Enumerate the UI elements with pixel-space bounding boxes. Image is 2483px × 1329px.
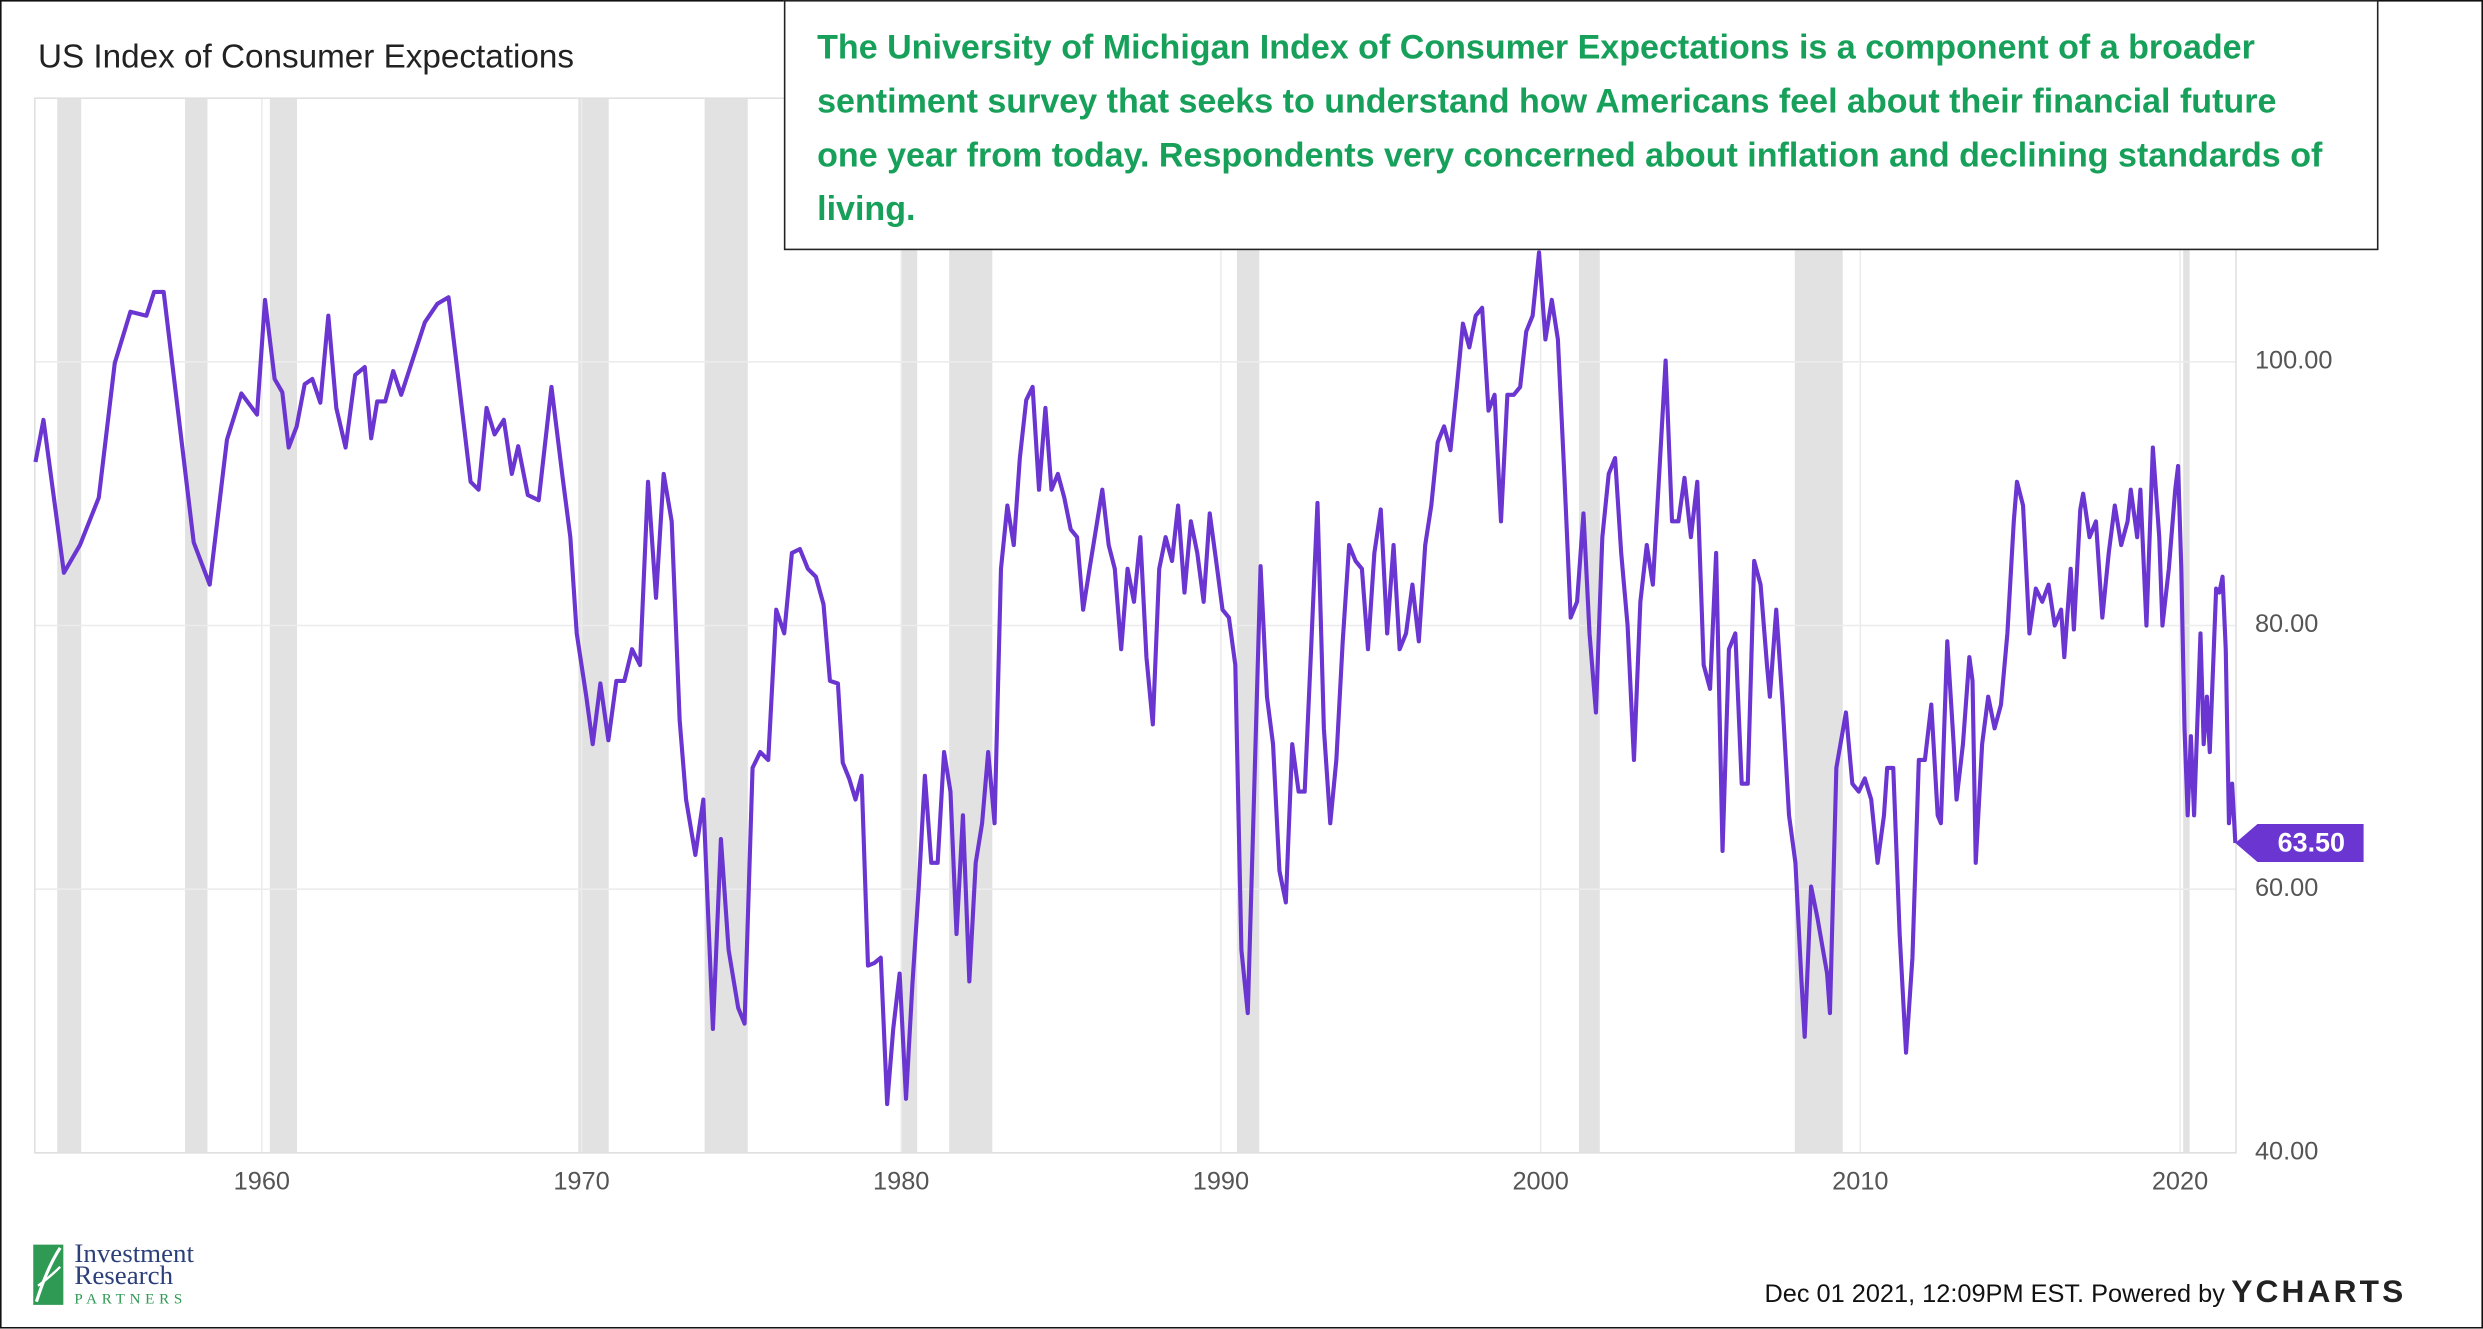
grid-layer xyxy=(34,98,2236,1154)
logo-text: PARTNERS xyxy=(74,1292,187,1308)
x-tick-label: 1980 xyxy=(873,1168,929,1196)
logo-text: Investment xyxy=(74,1238,194,1268)
last-value-marker xyxy=(2235,824,2364,863)
y-tick-label: 100.00 xyxy=(2255,347,2332,375)
x-tick-label: 2000 xyxy=(1512,1168,1568,1196)
logo-leaf xyxy=(34,1246,62,1303)
y-tick-label: 60.00 xyxy=(2255,874,2318,902)
text-layer: 1960 1970 1980 1990 2000 2010 2020 40.00 60.00 80… xyxy=(234,347,2364,1196)
x-tick-label: 2010 xyxy=(1832,1168,1888,1196)
x-tick-label: 1970 xyxy=(553,1168,609,1196)
x-tick-label: 1960 xyxy=(234,1168,290,1196)
footer-text: Dec 01 2021, 12:09PM EST. Powered by xyxy=(1764,1280,2225,1308)
chart-title: US Index of Consumer Expectations xyxy=(38,38,574,75)
y-tick-label: 40.00 xyxy=(2255,1138,2318,1166)
y-tick-label: 80.00 xyxy=(2255,610,2318,638)
series-line xyxy=(33,250,2238,1107)
logo: Investment Research PARTNERS xyxy=(33,1238,195,1308)
logo-text: Research xyxy=(74,1260,173,1290)
line-layer xyxy=(33,250,2238,1107)
last-value-label: 63.50 xyxy=(2278,828,2345,858)
x-tick-label: 1990 xyxy=(1193,1168,1249,1196)
logo-leaf xyxy=(37,1266,62,1287)
x-tick-label: 2020 xyxy=(2152,1168,2208,1196)
footer-brand: YCHARTS xyxy=(2231,1273,2406,1309)
annotation: The University of Michigan Index of Cons… xyxy=(783,0,2379,251)
